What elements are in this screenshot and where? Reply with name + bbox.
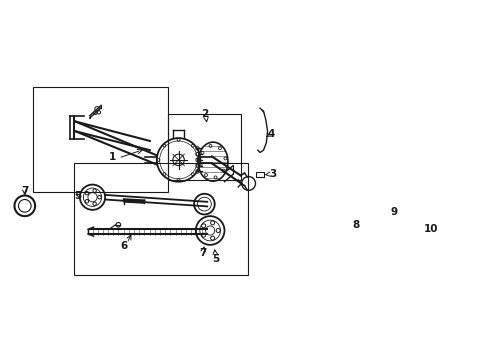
Circle shape xyxy=(398,233,402,237)
Text: 7: 7 xyxy=(21,186,28,197)
Text: 5: 5 xyxy=(74,191,81,201)
Bar xyxy=(74,163,247,275)
Text: 2: 2 xyxy=(201,109,207,119)
Circle shape xyxy=(387,241,392,245)
Text: 9: 9 xyxy=(389,207,397,217)
Circle shape xyxy=(392,245,396,249)
Text: 5: 5 xyxy=(212,254,219,264)
Text: 3: 3 xyxy=(269,169,276,179)
Text: 10: 10 xyxy=(423,224,437,234)
Circle shape xyxy=(401,238,405,242)
Bar xyxy=(256,172,264,177)
Text: 7: 7 xyxy=(199,248,206,258)
Text: 4: 4 xyxy=(267,129,275,139)
Bar xyxy=(167,114,240,180)
Circle shape xyxy=(398,244,402,248)
Text: 1: 1 xyxy=(109,152,116,162)
Text: 8: 8 xyxy=(352,220,359,230)
Circle shape xyxy=(387,235,392,239)
Bar xyxy=(33,87,167,192)
Text: 6: 6 xyxy=(120,241,127,251)
Circle shape xyxy=(392,231,396,235)
